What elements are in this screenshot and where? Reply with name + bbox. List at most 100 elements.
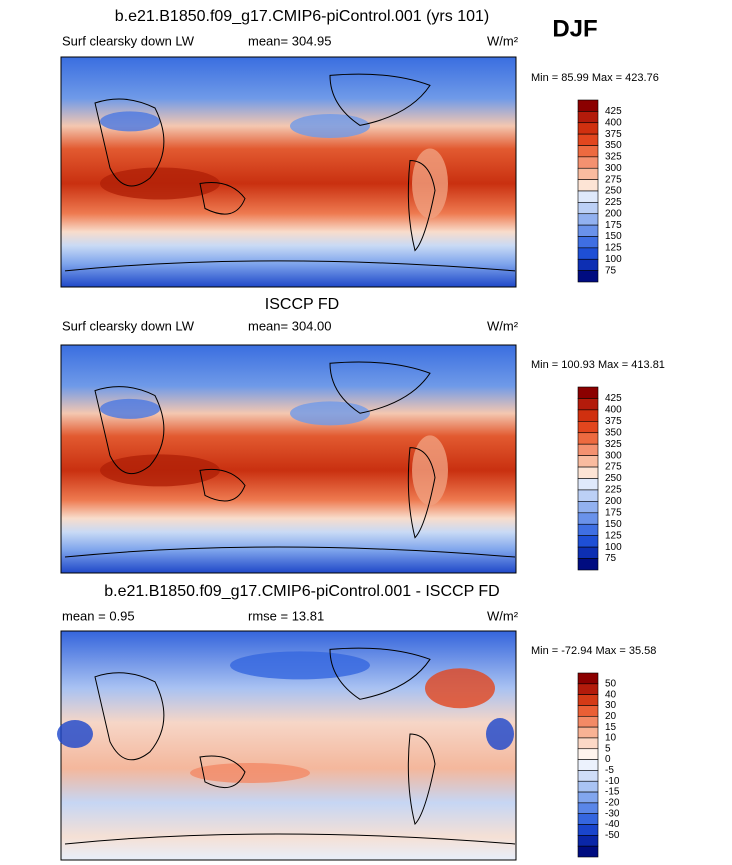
map-region (486, 718, 514, 751)
colorbar-box (577, 133, 599, 146)
colorbar-label: 100 (605, 542, 622, 553)
colorbar-box (577, 737, 599, 750)
season-label: DJF (552, 15, 597, 42)
colorbar-box (577, 546, 599, 559)
colorbar-box (577, 432, 599, 445)
colorbar-box (577, 167, 599, 180)
colorbar-label: 20 (605, 711, 617, 722)
colorbar-label: 400 (605, 117, 622, 128)
map-region (290, 401, 370, 426)
colorbar-box (577, 258, 599, 271)
coastline (94, 98, 165, 187)
colorbar-box (577, 386, 599, 399)
colorbar-box (577, 443, 599, 456)
map-region (100, 111, 160, 132)
colorbar-box (577, 672, 599, 685)
colorbar-box (577, 156, 599, 169)
colorbar-label: 40 (605, 689, 617, 700)
colorbar-box (577, 270, 599, 283)
colorbar-label: 350 (605, 427, 622, 438)
colorbar-label: 250 (605, 473, 622, 484)
colorbar-box (577, 845, 599, 858)
map-region (57, 720, 93, 749)
colorbar-box (577, 398, 599, 411)
colorbar-box (577, 824, 599, 836)
coastline (199, 755, 246, 789)
panel-center-label: rmse = 13.81 (248, 608, 324, 623)
panel-left-label: Surf clearsky down LW (62, 33, 195, 48)
map-region (100, 454, 220, 487)
coastline (407, 733, 436, 826)
colorbar-box (577, 501, 599, 514)
colorbar-box (577, 780, 599, 793)
colorbar-label: 10 (605, 733, 617, 744)
map-region (412, 148, 448, 219)
colorbar-label: 50 (605, 678, 617, 689)
colorbar-label: 125 (605, 530, 622, 541)
colorbar-label: 30 (605, 700, 617, 711)
colorbar-box (577, 813, 599, 825)
colorbar-box (577, 489, 599, 502)
panel-center-label: mean= 304.00 (248, 318, 331, 333)
coastline (407, 447, 436, 539)
colorbar-label: -50 (605, 830, 620, 841)
colorbar-box (577, 213, 599, 226)
colorbar-label: 275 (605, 174, 622, 185)
colorbar-box (577, 247, 599, 260)
colorbar-box (577, 455, 599, 468)
colorbar-label: 425 (605, 106, 622, 117)
colorbar-box (577, 202, 599, 215)
colorbar-box (577, 791, 599, 804)
panel-units: W/m² (487, 318, 519, 333)
colorbar-label: 300 (605, 163, 622, 174)
colorbar-box (577, 705, 599, 717)
colorbar-box (577, 748, 599, 760)
coastline (94, 672, 165, 761)
panel-title: b.e21.B1850.f09_g17.CMIP6-piControl.001 … (104, 583, 499, 600)
colorbar-box (577, 122, 599, 135)
colorbar-box (577, 190, 599, 203)
colorbar-label: 200 (605, 208, 622, 219)
colorbar-label: 150 (605, 231, 622, 242)
colorbar-box (577, 770, 599, 782)
colorbar-label: 125 (605, 243, 622, 254)
min-max-label: Min = 100.93 Max = 413.81 (531, 359, 665, 371)
colorbar-box (577, 409, 599, 422)
colorbar-box (577, 224, 599, 237)
colorbar-box (577, 478, 599, 491)
colorbar-box (577, 466, 599, 479)
colorbar-label: 375 (605, 129, 622, 140)
colorbar-box (577, 802, 599, 815)
colorbar-label: 250 (605, 186, 622, 197)
colorbar-box (577, 759, 599, 771)
panel-title: ISCCP FD (265, 296, 339, 313)
colorbar-label: -5 (605, 765, 614, 776)
colorbar-box (577, 694, 599, 706)
colorbar-label: 5 (605, 743, 611, 754)
colorbar-label: 175 (605, 507, 622, 518)
min-max-label: Min = -72.94 Max = 35.58 (531, 645, 656, 657)
colorbar-label: 75 (605, 265, 617, 276)
coastline (64, 260, 516, 272)
colorbar-label: 150 (605, 519, 622, 530)
colorbar-label: 400 (605, 405, 622, 416)
coastline (329, 73, 431, 126)
colorbar-box (577, 99, 599, 112)
colorbar-box (577, 715, 599, 728)
colorbar-box (577, 421, 599, 434)
colorbar-label: 350 (605, 140, 622, 151)
colorbar-label: -10 (605, 776, 620, 787)
panel-center-label: mean= 304.95 (248, 33, 331, 48)
colorbar-label: 275 (605, 462, 622, 473)
colorbar-box (577, 558, 599, 571)
panel-left-label: mean = 0.95 (62, 608, 135, 623)
colorbar-label: 300 (605, 450, 622, 461)
colorbar-box (577, 683, 599, 695)
colorbar-label: -20 (605, 798, 620, 809)
colorbar-label: 15 (605, 722, 617, 733)
map-region (100, 398, 160, 419)
map-region (190, 762, 310, 783)
colorbar-box (577, 179, 599, 192)
panel-units: W/m² (487, 608, 519, 623)
